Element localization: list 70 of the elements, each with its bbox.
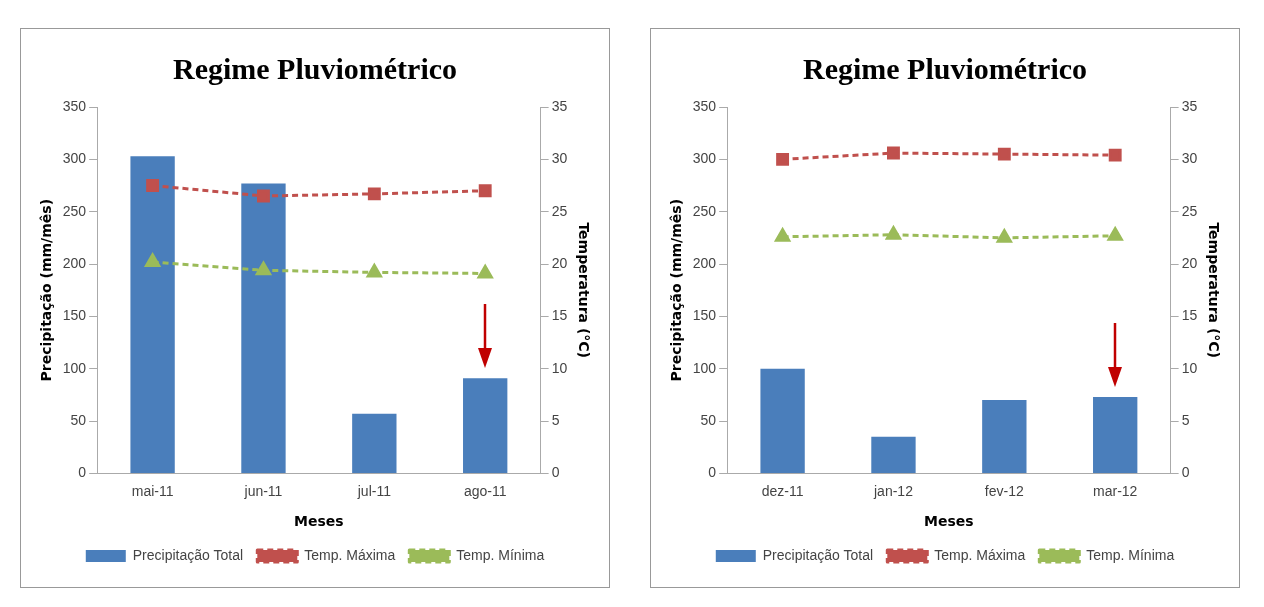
y2-tick-label: 20 (551, 254, 568, 271)
y2-tick-label: 5 (551, 411, 560, 428)
bar (982, 400, 1027, 473)
y2-axis-title: Temperatura (°C) (1205, 222, 1222, 358)
y-tick-label: 0 (78, 464, 87, 481)
bar (871, 436, 916, 473)
legend-label: Temp. Máxima (304, 546, 396, 563)
y2-tick-label: 20 (1181, 254, 1198, 271)
y-tick-label: 250 (62, 202, 87, 219)
x-tick-label: dez-11 (761, 482, 804, 499)
bar (352, 413, 397, 473)
y-tick-label: 250 (692, 202, 717, 219)
y-axis-title: Precipitação (mm/mês) (668, 198, 685, 382)
point (997, 147, 1011, 161)
y2-tick-label: 15 (551, 307, 568, 324)
y-tick-label: 150 (62, 307, 87, 324)
y-axis-title: Precipitação (mm/mês) (38, 198, 55, 382)
y2-tick-label: 30 (1181, 150, 1198, 167)
y-tick-label: 200 (62, 254, 87, 271)
y2-axis-title: Temperatura (°C) (575, 222, 592, 358)
y2-tick-label: 30 (551, 150, 568, 167)
x-tick-label: jun-11 (243, 482, 283, 499)
point (885, 226, 902, 240)
legend-label: Precipitação Total (762, 546, 874, 563)
y-tick-label: 300 (62, 150, 87, 167)
bar (463, 378, 508, 473)
y-tick-label: 200 (692, 254, 717, 271)
bar (760, 368, 805, 473)
x-tick-label: mai-11 (131, 482, 174, 499)
y2-tick-label: 0 (1181, 464, 1190, 481)
y2-tick-label: 25 (1181, 202, 1198, 219)
y2-tick-label: 5 (1181, 411, 1190, 428)
y-tick-label: 300 (692, 150, 717, 167)
bar (130, 156, 175, 473)
legend-label: Precipitação Total (132, 546, 244, 563)
chart-title: Regime Pluviométrico (172, 51, 458, 85)
point (776, 152, 790, 166)
point (887, 146, 900, 160)
bar (1093, 396, 1138, 473)
point (996, 229, 1012, 243)
x-tick-label: jan-12 (873, 482, 914, 499)
y2-tick-label: 10 (551, 359, 568, 376)
legend-label: Temp. Máxima (934, 546, 1026, 563)
x-axis-title: Meses (294, 513, 344, 530)
point (1107, 227, 1123, 241)
y2-tick-label: 0 (551, 464, 560, 481)
y-tick-label: 0 (708, 464, 717, 481)
y-tick-label: 50 (700, 411, 717, 428)
x-tick-label: ago-11 (463, 482, 507, 499)
y2-tick-label: 10 (1181, 359, 1198, 376)
y-tick-label: 150 (692, 307, 717, 324)
y-tick-label: 350 (692, 97, 717, 114)
y-tick-label: 350 (62, 97, 87, 114)
y-tick-label: 100 (62, 359, 87, 376)
chart-title: Regime Pluviométrico (802, 51, 1088, 85)
y-tick-label: 100 (692, 359, 717, 376)
y2-tick-label: 35 (1181, 97, 1198, 114)
x-axis-title: Meses (924, 513, 974, 530)
x-tick-label: jul-11 (356, 482, 392, 499)
x-tick-label: fev-12 (984, 482, 1024, 499)
bar (241, 183, 286, 473)
y2-tick-label: 25 (551, 202, 568, 219)
legend-label: Temp. Mínima (456, 546, 545, 563)
point (1108, 148, 1122, 162)
y-tick-label: 50 (70, 411, 87, 428)
y2-tick-label: 15 (1181, 307, 1198, 324)
x-tick-label: mar-12 (1093, 482, 1138, 499)
legend-label: Temp. Mínima (1086, 546, 1175, 563)
y2-tick-label: 35 (551, 97, 568, 114)
point (775, 228, 791, 242)
